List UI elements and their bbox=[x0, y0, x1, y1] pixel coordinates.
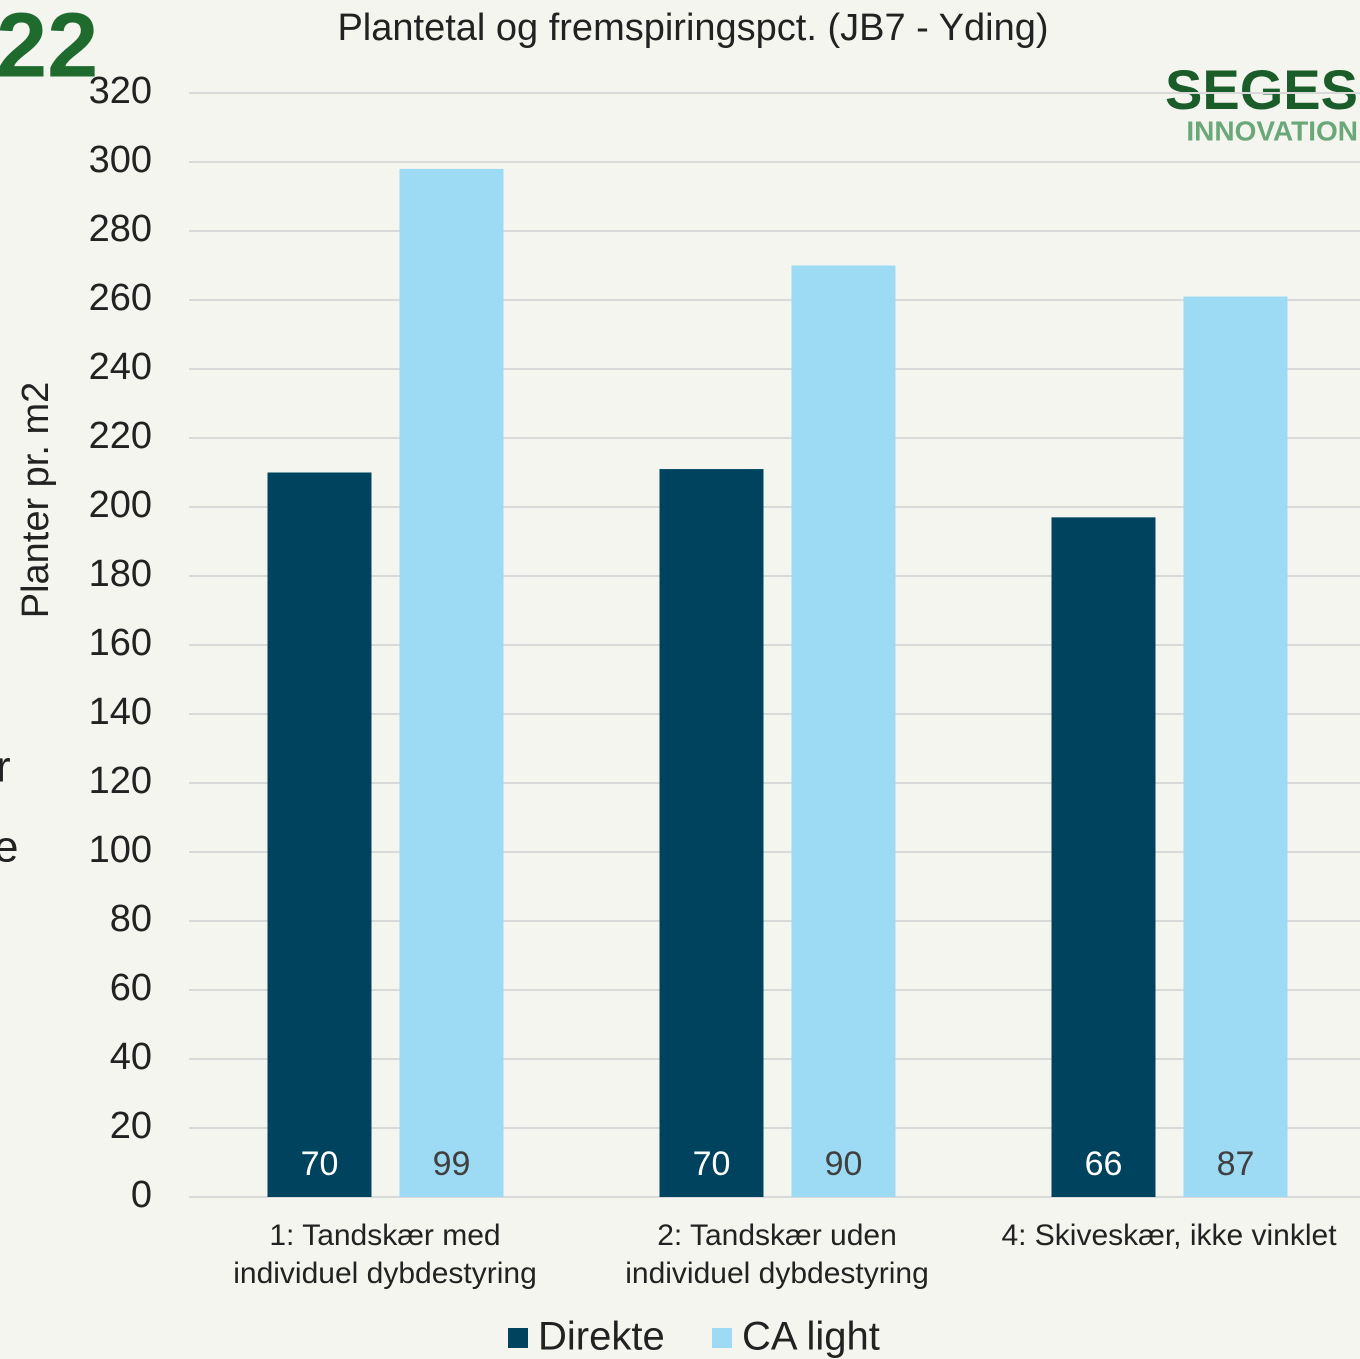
y-axis-label: Planter pr. m2 bbox=[15, 382, 57, 619]
y-tick-label: 220 bbox=[89, 415, 152, 457]
x-tick-label: 4: Skiveskær, ikke vinklet bbox=[1001, 1219, 1337, 1252]
y-tick-label: 20 bbox=[110, 1105, 152, 1147]
bar-label: 87 bbox=[1217, 1145, 1255, 1183]
y-tick-label: 140 bbox=[89, 691, 152, 733]
legend-swatch bbox=[508, 1328, 528, 1348]
y-tick-label: 120 bbox=[89, 760, 152, 802]
legend-label: Direkte bbox=[538, 1315, 665, 1359]
x-tick-label: 1: Tandskær med individuel dybdestyring bbox=[233, 1219, 537, 1290]
legend-label: CA light bbox=[742, 1315, 880, 1359]
chart-title: Plantetal og fremspiringspct. (JB7 - Ydi… bbox=[337, 7, 1048, 49]
logo-name: SEGES bbox=[1165, 58, 1358, 121]
bar-label: 70 bbox=[301, 1145, 339, 1183]
y-tick-label: 200 bbox=[89, 484, 152, 526]
fragment: 22 bbox=[0, 0, 98, 96]
fragment: r bbox=[0, 743, 11, 792]
legend-swatch bbox=[712, 1328, 732, 1348]
y-tick-label: 100 bbox=[89, 829, 152, 871]
y-tick-label: 280 bbox=[89, 208, 152, 250]
y-tick-label: 160 bbox=[89, 622, 152, 664]
y-tick-label: 80 bbox=[110, 898, 152, 940]
bar-label: 70 bbox=[693, 1145, 731, 1183]
x-tick-label: 2: Tandskær uden individuel dybdestyring bbox=[625, 1219, 929, 1290]
y-tick-label: 260 bbox=[89, 277, 152, 319]
y-tick-label: 240 bbox=[89, 346, 152, 388]
fragment: e bbox=[0, 823, 18, 872]
logo-subtitle: INNOVATION bbox=[1186, 115, 1358, 146]
bar-label: 99 bbox=[433, 1145, 471, 1183]
bar bbox=[399, 168, 504, 1197]
bar bbox=[659, 469, 764, 1197]
bar-label: 66 bbox=[1085, 1145, 1123, 1183]
y-tick-label: 40 bbox=[110, 1036, 152, 1078]
y-tick-label: 320 bbox=[89, 70, 152, 112]
bar bbox=[1183, 296, 1288, 1197]
y-tick-label: 180 bbox=[89, 553, 152, 595]
bar-label: 90 bbox=[825, 1145, 863, 1183]
bar bbox=[791, 265, 896, 1197]
y-tick-label: 0 bbox=[131, 1174, 152, 1216]
y-tick-label: 300 bbox=[89, 139, 152, 181]
bar bbox=[267, 472, 372, 1197]
bar bbox=[1051, 517, 1156, 1197]
y-tick-label: 60 bbox=[110, 967, 152, 1009]
